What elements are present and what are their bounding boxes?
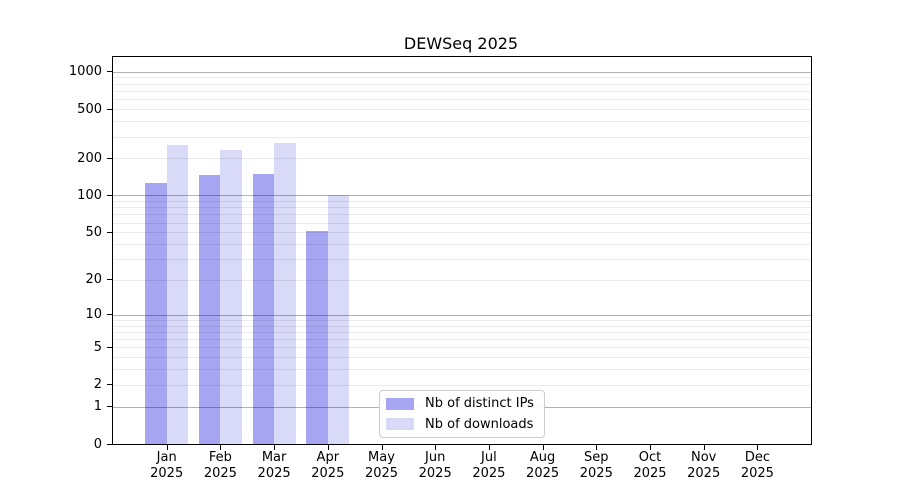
y-tick-label-20: 20 [85,272,102,288]
legend-swatch-distinct-ips-icon [386,397,414,410]
gridline-y-800 [113,83,811,85]
y-tick-label-1: 1 [93,399,102,415]
x-tick-mark-oct [650,445,651,450]
y-tick-label-10: 10 [85,307,102,323]
bar-jan-downloads [166,144,189,444]
y-tick-mark-5 [107,346,113,348]
gridline-y-600 [113,99,811,101]
x-tick-mark-dec [757,445,759,450]
legend: Nb of distinct IPs Nb of downloads [379,390,545,438]
y-tick-label-50: 50 [85,224,102,240]
x-tick-label-feb: Feb 2025 [203,450,237,481]
x-tick-label-dec: Dec 2025 [740,450,774,481]
bar-apr-downloads [327,195,350,444]
x-tick-label-jun: Jun 2025 [418,450,452,481]
gridline-y-400 [113,121,811,122]
y-tick-label-5: 5 [93,339,102,355]
bar-apr-distinct-ips [306,231,328,444]
x-tick-mark-jan [166,445,168,450]
y-tick-mark-500 [107,108,113,110]
x-tick-label-mar: Mar 2025 [257,450,291,481]
bar-mar-downloads [274,142,296,444]
x-tick-label-nov: Nov 2025 [687,450,721,481]
x-tick-mark-sep [596,445,598,450]
y-tick-label-1000: 1000 [68,64,102,80]
y-tick-label-0: 0 [93,436,102,452]
x-tick-mark-mar [274,445,276,450]
bar-feb-distinct-ips [198,174,221,444]
legend-item-distinct-ips: Nb of distinct IPs [386,396,544,411]
y-tick-mark-100 [107,194,113,196]
y-tick-mark-0 [107,443,113,445]
gridline-y-700 [113,90,811,92]
legend-label-downloads: Nb of downloads [425,416,534,432]
y-tick-mark-2 [107,384,113,386]
x-tick-mark-apr [327,445,329,450]
y-tick-mark-1000 [107,71,113,73]
chart-title: DEWSeq 2025 [403,34,519,53]
x-tick-mark-jun [435,445,437,450]
legend-item-downloads: Nb of downloads [386,417,544,432]
bar-feb-downloads [220,150,242,444]
bar-jan-distinct-ips [145,183,167,444]
x-tick-label-oct: Oct 2025 [633,450,667,481]
y-tick-mark-50 [107,231,113,233]
gridline-y-1000 [113,71,811,73]
y-tick-label-2: 2 [93,377,102,393]
y-tick-mark-20 [107,279,113,281]
x-tick-mark-jul [488,445,490,450]
y-tick-mark-1 [107,406,113,408]
y-tick-mark-10 [107,314,113,316]
x-tick-label-sep: Sep 2025 [579,450,613,481]
x-tick-mark-nov [703,445,705,450]
y-tick-label-100: 100 [77,187,102,203]
gridline-y-900 [113,77,811,79]
y-tick-label-500: 500 [77,101,102,117]
plot-area [112,56,812,445]
x-tick-mark-may [381,445,383,450]
x-tick-label-apr: Apr 2025 [311,450,345,481]
x-tick-mark-aug [542,445,544,450]
gridline-y-300 [113,136,811,138]
x-tick-label-may: May 2025 [364,450,399,481]
y-tick-label-200: 200 [77,150,102,166]
x-tick-label-jul: Jul 2025 [472,450,506,481]
bar-mar-distinct-ips [252,173,275,444]
gridline-y-200 [113,158,811,160]
x-tick-mark-feb [220,445,222,450]
y-tick-mark-200 [107,157,113,159]
legend-label-distinct-ips: Nb of distinct IPs [425,396,534,412]
x-tick-label-jan: Jan 2025 [150,450,184,481]
x-tick-label-aug: Aug 2025 [526,450,560,481]
legend-swatch-downloads-icon [386,418,414,431]
gridline-y-500 [113,109,811,110]
